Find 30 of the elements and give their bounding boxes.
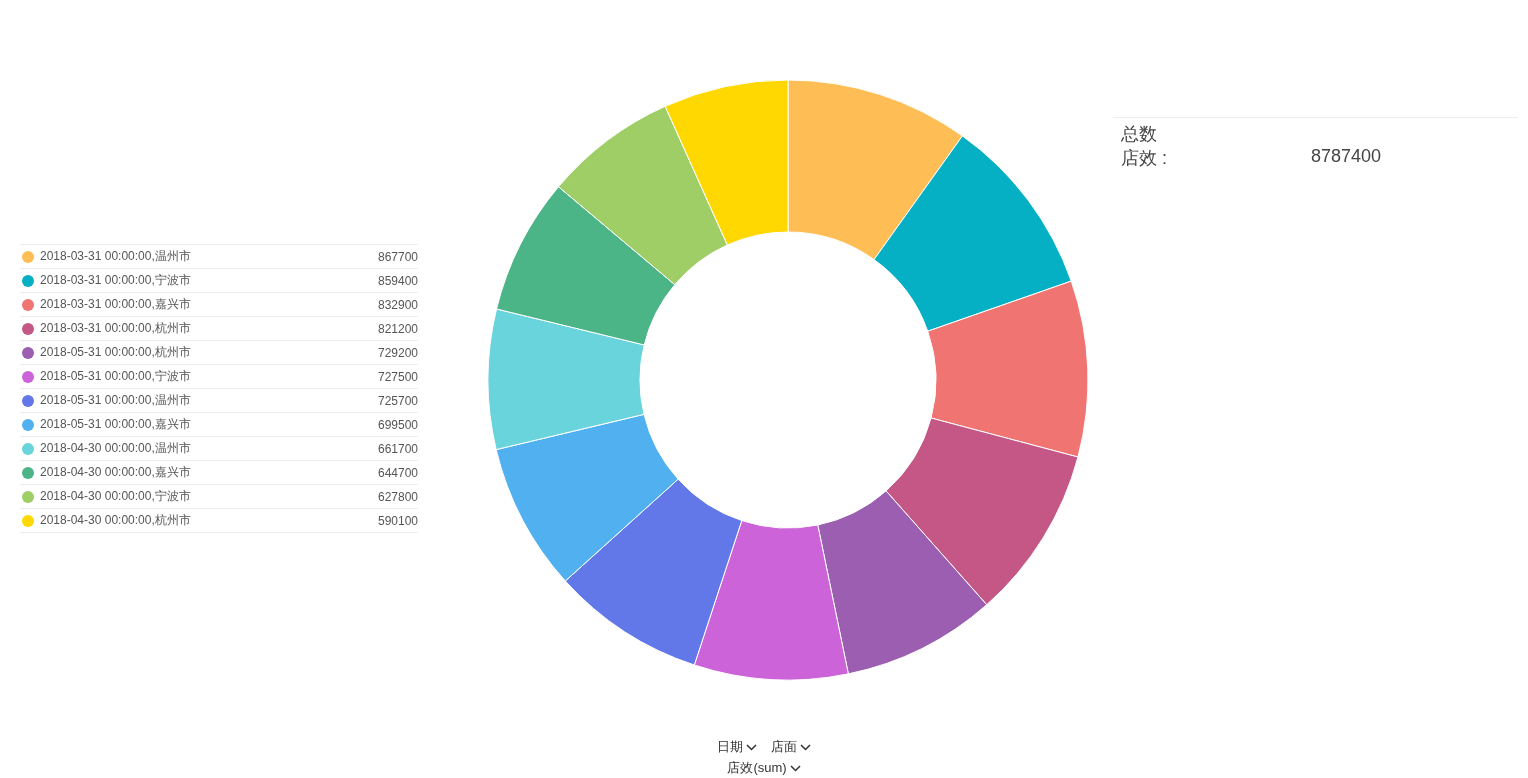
legend-label: 2018-04-30 00:00:00,嘉兴市	[40, 464, 192, 481]
text: 店效(sum)	[727, 760, 787, 775]
legend-label: 2018-04-30 00:00:00,宁波市	[40, 488, 192, 505]
data-label: 590100	[377, 513, 418, 528]
data-label: 627800	[377, 489, 418, 504]
data-label: 644700	[377, 465, 418, 480]
legend-label: 2018-03-31 00:00:00,温州市	[40, 248, 192, 265]
text: 总数	[1120, 123, 1158, 146]
legend-label: 2018-03-31 00:00:00,杭州市	[40, 320, 192, 337]
legend-label: 2018-03-31 00:00:00,嘉兴市	[40, 296, 192, 313]
legend-label: 2018-05-31 00:00:00,温州市	[40, 392, 192, 409]
data-label: 832900	[377, 297, 418, 312]
text: 店面	[771, 739, 797, 754]
data-label: 725700	[377, 393, 418, 408]
legend-label: 2018-05-31 00:00:00,杭州市	[40, 344, 192, 361]
data-label: 859400	[377, 273, 418, 288]
text: 店效 :	[1121, 147, 1168, 170]
text: 日期	[717, 739, 743, 754]
legend-label: 2018-05-31 00:00:00,嘉兴市	[40, 416, 192, 433]
data-label: 661700	[377, 441, 418, 456]
legend-label: 2018-04-30 00:00:00,温州市	[40, 440, 192, 457]
data-label: 867700	[377, 249, 418, 264]
legend-label: 2018-05-31 00:00:00,宁波市	[40, 368, 192, 385]
legend-label: 2018-04-30 00:00:00,杭州市	[40, 512, 192, 529]
text: 8787400	[1311, 146, 1382, 168]
data-label: 727500	[377, 369, 418, 384]
data-label: 699500	[377, 417, 418, 432]
data-label: 821200	[377, 321, 418, 336]
legend-label: 2018-03-31 00:00:00,宁波市	[40, 272, 192, 289]
data-label: 729200	[377, 345, 418, 360]
